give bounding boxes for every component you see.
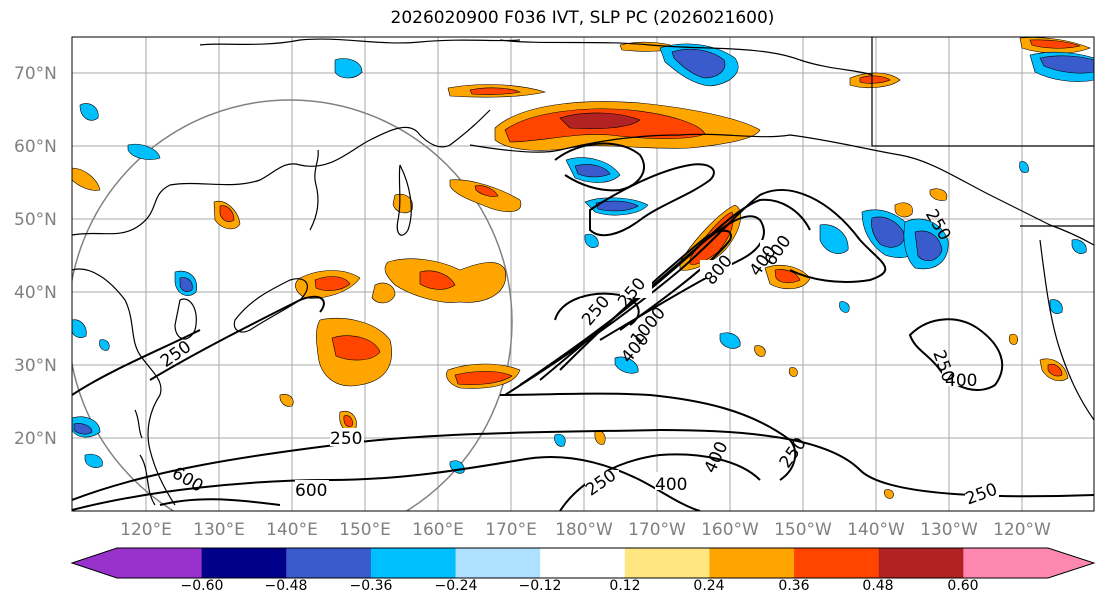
lon-label: 140°E — [266, 520, 318, 540]
colorbar-tick-label: 0.36 — [778, 578, 809, 594]
colorbar-tick-label: −0.24 — [435, 578, 478, 594]
ivt-positive-anomalies — [72, 37, 1091, 499]
map-title: 2026020900 F036 IVT, SLP PC (2026021600) — [390, 8, 775, 28]
colorbar-tick-label: 0.48 — [862, 578, 893, 594]
lat-label: 40°N — [14, 283, 57, 303]
contour-label: 600 — [168, 463, 206, 497]
colorbar-segment — [540, 548, 626, 578]
contour-labels: 250 250 250 250 250 250 250 250 250 400 … — [157, 206, 1000, 509]
colorbar-segment — [117, 548, 203, 578]
colorbar-tick-label: 0.60 — [947, 578, 978, 594]
lon-label: 150°E — [339, 520, 391, 540]
slp-contours — [72, 142, 1094, 511]
contour-label: 400 — [945, 371, 977, 391]
contour-label: 250 — [157, 337, 195, 372]
colorbar-segment — [201, 548, 287, 578]
map-frame — [71, 36, 1095, 512]
colorbar — [70, 547, 1096, 579]
coastlines — [72, 37, 1094, 506]
lon-label: 160°E — [412, 520, 464, 540]
colorbar-outline — [70, 547, 1096, 579]
lon-label: 170°W — [628, 520, 686, 540]
contour-label: 250 — [614, 274, 650, 312]
colorbar-segment — [709, 548, 795, 578]
contour-label: 250 — [330, 429, 362, 449]
contour-label: 400 — [655, 475, 687, 495]
colorbar-tick-label: −0.60 — [181, 578, 224, 594]
lon-label: 120°E — [120, 520, 172, 540]
lon-label: 180°W — [555, 520, 613, 540]
lon-label: 170°E — [485, 520, 537, 540]
colorbar-segment — [963, 548, 1049, 578]
colorbar-extend-low — [72, 548, 117, 578]
longitude-labels: 120°E 130°E 140°E 150°E 160°E 170°E 180°… — [120, 520, 1051, 540]
map-area: 250 250 250 250 250 250 250 250 250 400 … — [72, 37, 1094, 511]
colorbar-extend-high — [1048, 548, 1094, 578]
lat-label: 50°N — [14, 210, 57, 230]
colorbar-tick-label: 0.12 — [609, 578, 640, 594]
lon-label: 150°W — [774, 520, 832, 540]
colorbar-segment — [794, 548, 880, 578]
lon-label: 120°W — [993, 520, 1051, 540]
lon-label: 130°E — [193, 520, 245, 540]
colorbar-tick-label: −0.48 — [265, 578, 308, 594]
colorbar-tick-label: −0.36 — [350, 578, 393, 594]
colorbar-segment — [286, 548, 372, 578]
contour-label: 400 — [701, 439, 733, 477]
lat-label: 30°N — [14, 356, 57, 376]
lon-label: 160°W — [701, 520, 759, 540]
lat-label: 70°N — [14, 64, 57, 84]
colorbar-ticks: −0.60 −0.48 −0.36 −0.24 −0.12 0.12 0.24 … — [181, 578, 979, 594]
colorbar-segment — [878, 548, 964, 578]
contour-label: 600 — [295, 481, 327, 501]
colorbar-tick-label: −0.12 — [519, 578, 562, 594]
ivt-negative-anomalies — [72, 43, 1094, 474]
colorbar-segment — [370, 548, 457, 578]
colorbar-segment — [624, 548, 710, 578]
colorbar-tick-label: 0.24 — [693, 578, 724, 594]
contour-label: 250 — [776, 434, 811, 472]
lat-label: 20°N — [14, 429, 57, 449]
lon-label: 130°W — [920, 520, 978, 540]
latitude-labels: 70°N 60°N 50°N 40°N 30°N 20°N — [14, 64, 57, 449]
reference-circle — [72, 99, 513, 511]
colorbar-segment — [455, 548, 541, 578]
lon-label: 140°W — [847, 520, 905, 540]
lat-label: 60°N — [14, 137, 57, 157]
